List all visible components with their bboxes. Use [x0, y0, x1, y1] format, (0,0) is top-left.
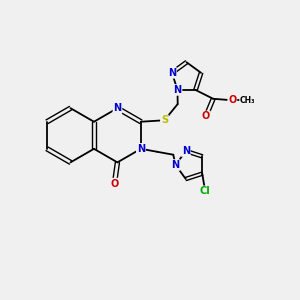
Text: N: N	[168, 68, 176, 78]
Text: Cl: Cl	[200, 186, 211, 196]
Text: N: N	[173, 85, 181, 95]
Text: N: N	[137, 144, 145, 154]
Text: O: O	[202, 112, 210, 122]
Text: N: N	[172, 160, 180, 170]
Text: S: S	[161, 115, 168, 125]
Text: O: O	[110, 178, 118, 189]
Text: O: O	[228, 95, 236, 105]
Text: N: N	[113, 103, 122, 113]
Text: N: N	[182, 146, 190, 156]
Text: CH₃: CH₃	[240, 96, 255, 105]
